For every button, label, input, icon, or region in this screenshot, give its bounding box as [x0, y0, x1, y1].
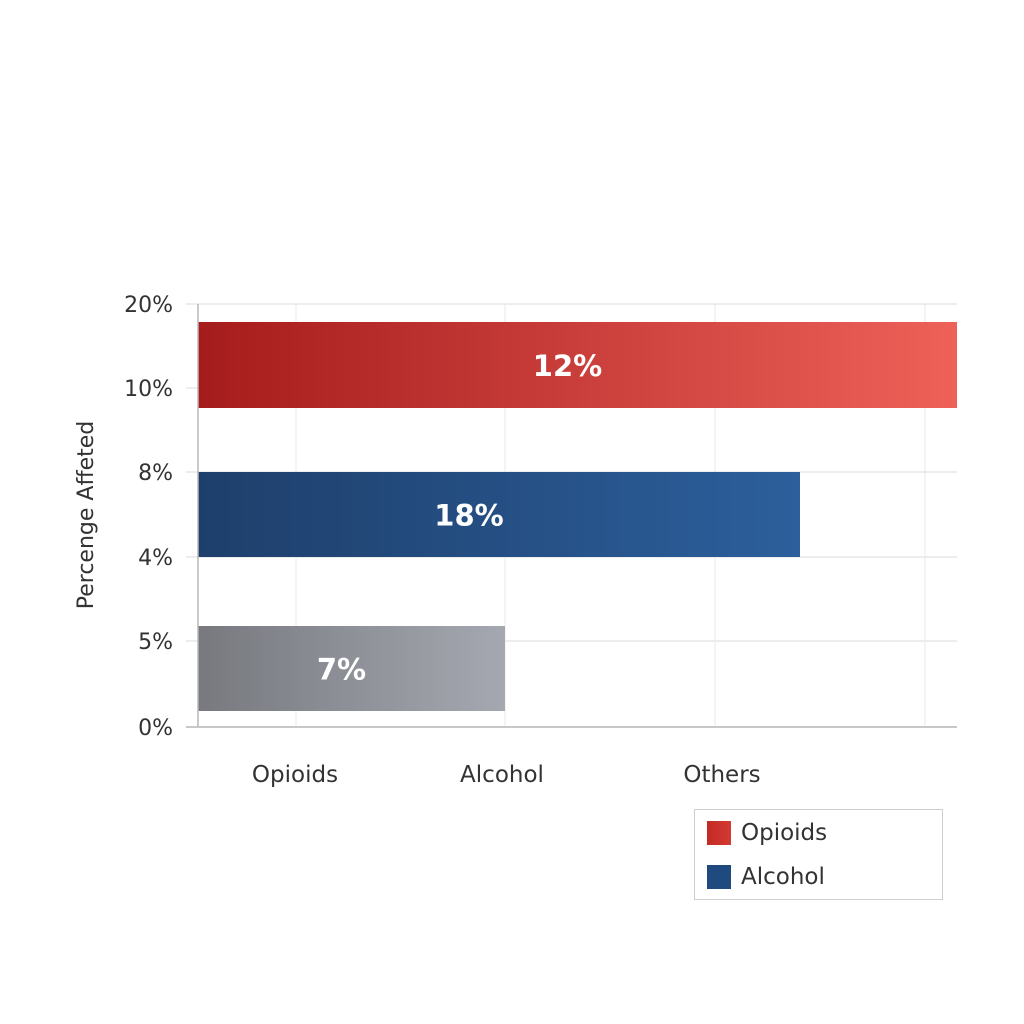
y-tick-label: 5%	[138, 630, 173, 655]
bar	[198, 626, 505, 711]
bar	[198, 322, 957, 408]
bar-data-label: 18%	[434, 499, 503, 533]
legend-label: Opioids	[741, 820, 828, 846]
bar-data-label: 7%	[317, 653, 366, 687]
bar-data-label: 12%	[533, 349, 602, 383]
legend-swatch	[707, 865, 731, 889]
legend-swatch	[707, 821, 731, 845]
y-axis-label: Percenge Affeted	[74, 421, 99, 610]
y-tick-label: 8%	[138, 461, 173, 486]
y-tick-label: 10%	[124, 377, 173, 402]
legend: Opioids Alcohol	[694, 809, 943, 900]
x-tick-label: Others	[683, 762, 760, 788]
x-tick-label: Opioids	[252, 762, 338, 788]
bars: 12% 18% 7%	[198, 322, 957, 711]
y-tick-label: 0%	[138, 716, 173, 741]
y-tick-label: 4%	[138, 546, 173, 571]
y-tick-label: 20%	[124, 293, 173, 318]
legend-item-alcohol: Alcohol	[707, 864, 825, 890]
bar	[198, 472, 800, 557]
x-tick-label: Alcohol	[460, 762, 544, 788]
axes: 20% 10% 8% 4% 5% 0% Opioids Alcohol Others	[124, 293, 957, 788]
legend-label: Alcohol	[741, 864, 825, 890]
legend-item-opioids: Opioids	[707, 820, 827, 846]
